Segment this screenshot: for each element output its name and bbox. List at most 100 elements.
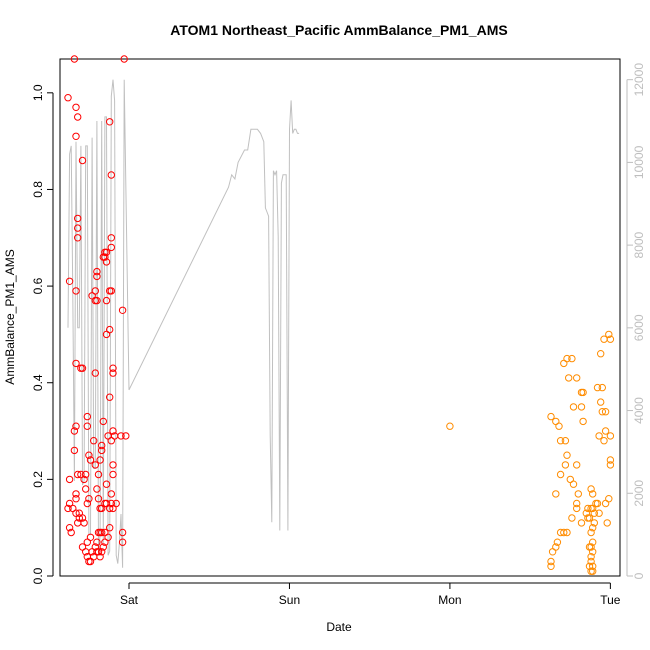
data-point	[106, 504, 114, 513]
data-point	[91, 369, 100, 377]
y-tick-label: 0.4	[31, 374, 45, 391]
data-point	[120, 55, 128, 63]
data-point	[565, 374, 573, 382]
data-point	[552, 490, 560, 498]
x-axis-label: Date	[326, 620, 352, 634]
y-tick-label: 0.2	[31, 471, 45, 488]
data-point	[595, 509, 603, 517]
y-tick-label: 0.8	[31, 181, 45, 198]
data-point	[597, 398, 605, 406]
data-point	[574, 490, 582, 498]
data-point	[74, 113, 82, 121]
y-tick-label: 0.6	[31, 277, 45, 294]
data-point	[107, 234, 116, 242]
data-point	[606, 335, 615, 343]
data-point	[98, 441, 106, 450]
data-point	[577, 403, 586, 411]
data-point	[117, 432, 125, 440]
data-point	[556, 528, 565, 537]
data-point	[102, 258, 111, 266]
data-point	[548, 548, 557, 556]
data-point	[85, 451, 93, 459]
data-point	[107, 171, 116, 179]
data-point	[587, 528, 595, 537]
data-point	[606, 432, 615, 440]
data-point	[593, 383, 602, 392]
data-point	[109, 427, 117, 435]
data-point	[590, 519, 598, 527]
data-point	[83, 499, 92, 508]
data-point	[577, 519, 586, 527]
plot-frame	[59, 58, 621, 577]
data-point	[83, 422, 92, 430]
data-point	[102, 480, 111, 488]
data-point	[109, 369, 117, 377]
y-right-tick-label: 0	[632, 572, 646, 579]
data-point	[75, 514, 84, 522]
data-point	[94, 470, 103, 479]
data-point	[587, 485, 595, 493]
data-point	[93, 296, 101, 305]
data-point	[78, 156, 87, 165]
data-point	[72, 287, 80, 295]
data-point	[587, 567, 595, 575]
data-point	[606, 461, 615, 469]
data-point	[106, 118, 114, 126]
data-point	[70, 55, 79, 63]
data-point	[98, 548, 106, 556]
data-point	[72, 132, 80, 141]
data-point	[74, 224, 82, 232]
chart-title: ATOM1 Northeast_Pacific AmmBalance_PM1_A…	[170, 22, 507, 38]
data-point	[573, 461, 581, 469]
data-point	[80, 519, 88, 527]
data-point	[98, 446, 106, 455]
data-point	[96, 456, 104, 464]
data-point	[91, 287, 100, 295]
data-point	[598, 383, 606, 392]
data-point	[70, 446, 79, 455]
data-point	[569, 480, 578, 488]
y-axis-label: AmmBalance_PM1_AMS	[3, 249, 17, 384]
data-point	[112, 499, 120, 508]
x-tick-label: Sat	[120, 593, 139, 607]
data-point	[67, 528, 75, 537]
data-point	[560, 359, 568, 368]
data-point	[102, 248, 111, 257]
y-right-tick-label: 6000	[632, 314, 646, 341]
data-point	[118, 538, 127, 546]
data-point	[556, 470, 565, 479]
data-point	[573, 504, 581, 513]
data-point	[72, 359, 80, 368]
data-point	[109, 364, 117, 372]
data-point	[78, 364, 87, 372]
data-point	[606, 456, 615, 464]
data-point	[118, 528, 127, 537]
data-point	[65, 277, 74, 285]
points-layer	[64, 55, 615, 575]
data-point	[587, 543, 595, 551]
data-point	[555, 422, 563, 430]
data-point	[589, 562, 597, 570]
data-point	[74, 234, 82, 242]
x-tick-label: Sun	[279, 593, 300, 607]
data-point	[122, 432, 130, 440]
data-point	[109, 461, 117, 469]
data-point	[584, 504, 592, 513]
data-point	[72, 490, 80, 498]
data-point	[107, 490, 116, 498]
data-point	[579, 417, 587, 426]
data-point	[589, 524, 597, 532]
data-point	[96, 553, 104, 561]
data-point	[595, 432, 603, 440]
data-point	[601, 499, 610, 508]
data-point	[573, 499, 581, 508]
x-tick-label: Tue	[600, 593, 621, 607]
data-point	[64, 504, 72, 513]
data-point	[85, 495, 93, 503]
data-point	[80, 475, 88, 484]
data-point	[78, 514, 87, 522]
data-point	[568, 514, 576, 522]
data-point	[589, 548, 597, 556]
data-point	[547, 412, 555, 421]
